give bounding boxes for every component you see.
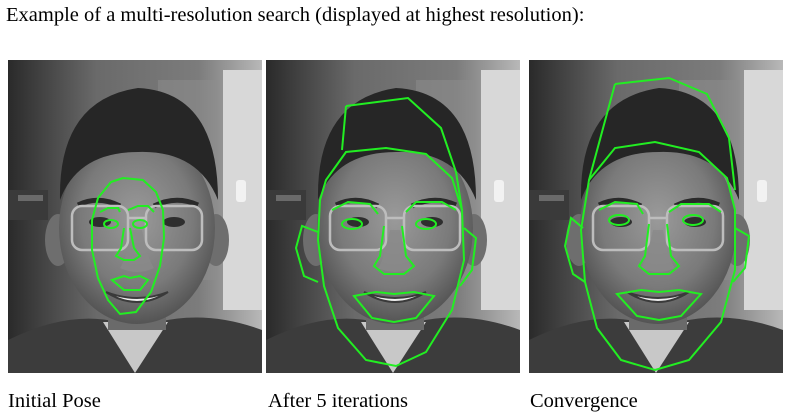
after-5-iterations-image [266,60,520,373]
page-heading: Example of a multi-resolution search (di… [6,4,585,26]
caption-after-5-iterations: After 5 iterations [268,390,409,412]
shape-model-overlay [563,76,751,372]
initial-pose-image [8,60,262,373]
caption-initial-pose: Initial Pose [8,390,101,412]
shape-model-overlay [91,176,166,316]
caption-convergence: Convergence [530,390,638,412]
shape-model-overlay [294,96,478,368]
convergence-image [529,60,783,373]
